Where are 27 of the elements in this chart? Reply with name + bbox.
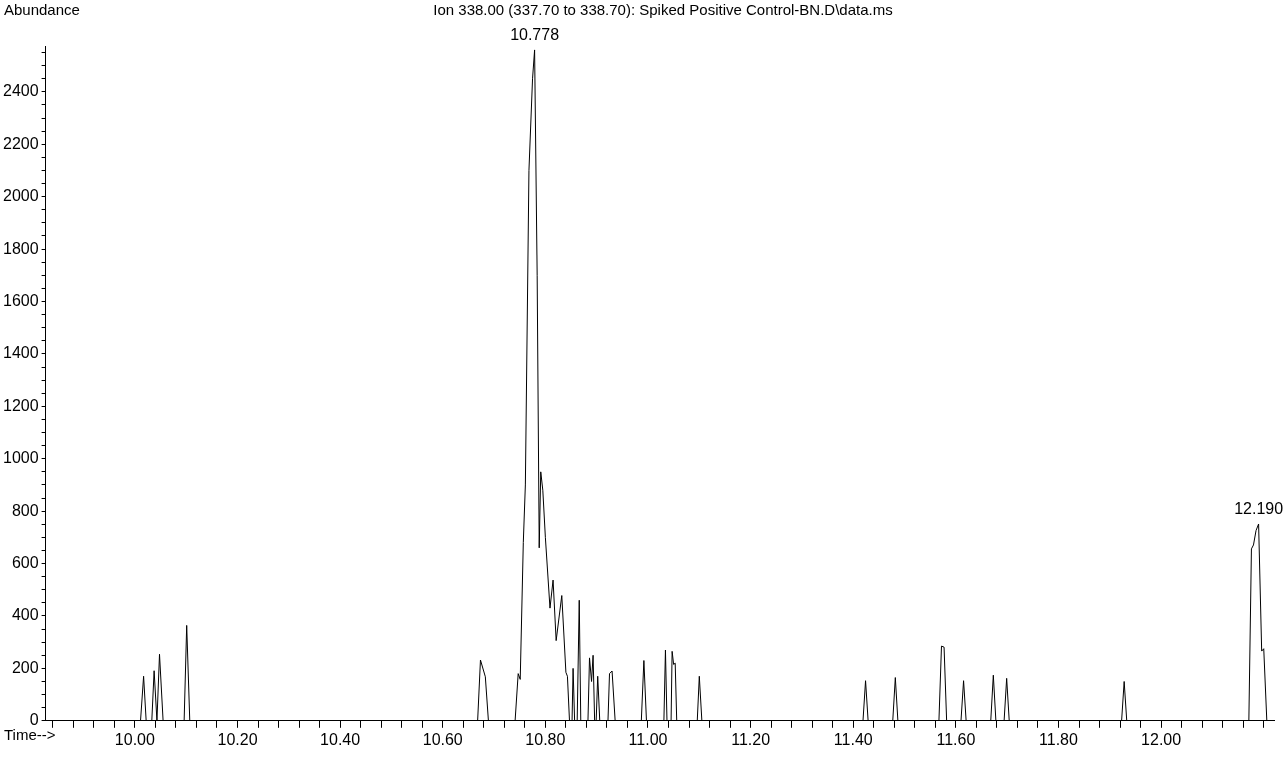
x-tick-label: 10.60	[422, 730, 463, 748]
x-tick-label: 11.60	[936, 730, 976, 748]
y-tick-label: 400	[11, 606, 39, 624]
x-tick-label: 10.20	[217, 730, 258, 748]
y-tick-label: 1400	[3, 344, 39, 362]
y-tick-label: 1200	[3, 396, 39, 414]
x-tick-label: 11.80	[1039, 730, 1079, 748]
y-tick-label: 2000	[3, 187, 39, 205]
x-tick-label: 12.00	[1141, 730, 1182, 748]
y-tick-label: 800	[11, 501, 39, 519]
y-tick-label: 1600	[3, 291, 39, 309]
x-tick-label: 11.20	[731, 730, 771, 748]
x-tick-label: 10.40	[320, 730, 361, 748]
x-tick-label: 10.80	[525, 730, 566, 748]
x-tick-label: 11.40	[833, 730, 873, 748]
chart-title: Ion 338.00 (337.70 to 338.70): Spiked Positive Control-BN.D\data.ms	[433, 0, 893, 18]
y-tick-label: 200	[11, 658, 39, 676]
y-tick-label: 2400	[3, 82, 39, 100]
y-tick-label: 1000	[3, 449, 39, 467]
y-tick-label: 2200	[3, 134, 39, 152]
x-tick-label: 10.00	[114, 730, 155, 748]
annotation: 12.190	[1234, 500, 1284, 518]
y-tick-label: 600	[11, 553, 39, 571]
y-tick-label: 1800	[3, 239, 39, 257]
y-axis-title: Abundance	[4, 0, 80, 18]
x-tick-label: 11.00	[628, 730, 668, 748]
annotation: 10.778	[510, 26, 560, 44]
